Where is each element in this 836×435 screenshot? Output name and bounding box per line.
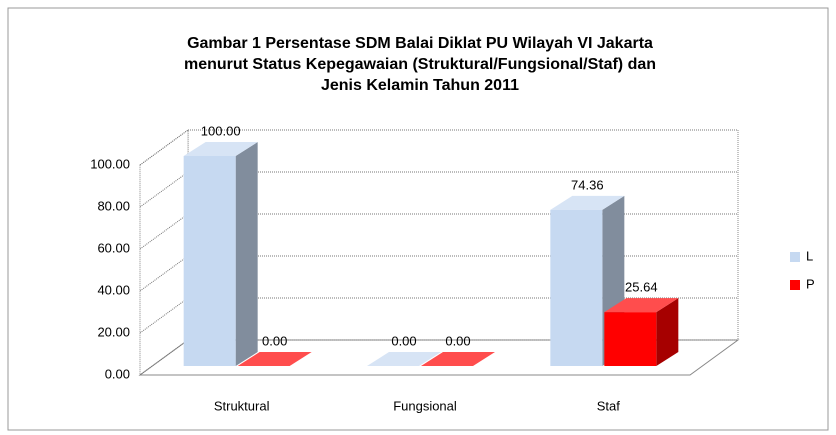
bar-top <box>367 352 441 366</box>
bar <box>183 156 236 366</box>
bar <box>604 312 657 366</box>
bar-side <box>235 142 258 366</box>
data-label: 0.00 <box>391 333 416 348</box>
chart-title: Jenis Kelamin Tahun 2011 <box>321 77 519 94</box>
bar <box>550 209 603 366</box>
chart-title: Gambar 1 Persentase SDM Balai Diklat PU … <box>187 35 653 52</box>
bar-side <box>656 298 679 366</box>
bar-top <box>421 352 495 366</box>
chart-title: menurut Status Kepegawaian (Struktural/F… <box>184 56 656 73</box>
x-tick-label: Struktural <box>214 398 270 413</box>
data-label: 74.36 <box>571 177 604 192</box>
y-tick-label: 80.00 <box>97 198 130 213</box>
legend-swatch <box>790 280 800 290</box>
y-tick-label: 20.00 <box>97 324 130 339</box>
legend-swatch <box>790 252 800 262</box>
y-tick-label: 60.00 <box>97 240 130 255</box>
y-tick-label: 0.00 <box>105 366 130 381</box>
legend-label: P <box>806 276 815 291</box>
data-label: 100.00 <box>201 123 241 138</box>
y-tick-label: 100.00 <box>90 156 130 171</box>
data-label: 0.00 <box>262 333 287 348</box>
x-tick-label: Fungsional <box>393 398 457 413</box>
x-tick-label: Staf <box>597 398 621 413</box>
bar-top <box>604 298 679 313</box>
data-label: 25.64 <box>625 280 658 295</box>
data-label: 0.00 <box>445 333 470 348</box>
y-tick-label: 40.00 <box>97 282 130 297</box>
bar-top <box>237 352 312 366</box>
side-wall <box>139 129 189 376</box>
bar-top <box>550 195 625 210</box>
bar-top <box>183 142 258 156</box>
legend-label: L <box>806 248 813 263</box>
